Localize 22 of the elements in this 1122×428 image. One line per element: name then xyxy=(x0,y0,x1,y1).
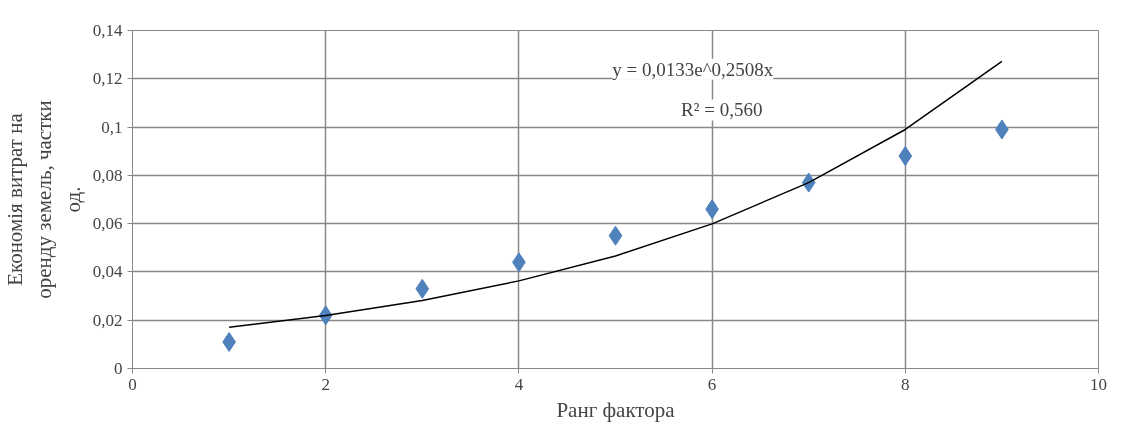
x-tick-label: 4 xyxy=(514,374,524,394)
annotation: y = 0,0133e^0,2508x xyxy=(612,58,774,80)
y-tick-label: 0,1 xyxy=(101,117,123,137)
y-tick-label: 0,12 xyxy=(92,69,123,89)
x-tick-label: 8 xyxy=(901,374,910,394)
y-tick-label: 0 xyxy=(114,359,123,378)
x-tick-label: 6 xyxy=(707,374,717,394)
y-tick-label: 0,02 xyxy=(92,310,123,330)
point xyxy=(898,146,913,167)
x-tick-label: 10 xyxy=(1090,374,1107,394)
x-tick-label: 2 xyxy=(321,374,330,394)
y-tick-label: 0,04 xyxy=(92,262,123,282)
point xyxy=(415,278,430,299)
x-axis-title: Ранг фактора xyxy=(556,397,676,422)
point xyxy=(608,225,623,246)
x-tick-label: 0 xyxy=(128,374,137,394)
line-series xyxy=(228,60,1003,328)
annotation: R² = 0,560 xyxy=(681,99,763,121)
y-tick-label: 0,14 xyxy=(92,21,123,40)
y-tick-label: 0,08 xyxy=(92,165,123,185)
y-tick-label: 0,06 xyxy=(92,214,123,234)
y-axis-title: Економія витрат на оренду земель, частки од. xyxy=(3,100,85,299)
